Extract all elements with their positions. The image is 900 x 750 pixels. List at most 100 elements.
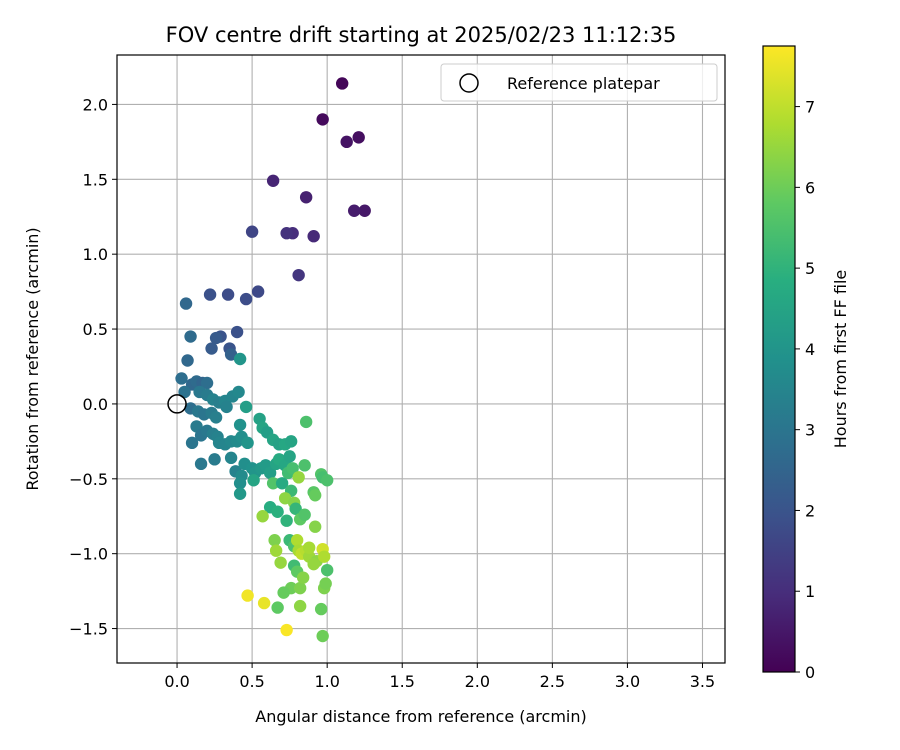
y-tick-label: 2.0 xyxy=(83,95,108,114)
data-point xyxy=(178,385,191,399)
chart-title: FOV centre drift starting at 2025/02/23 … xyxy=(166,23,677,47)
data-point xyxy=(283,450,296,463)
data-point xyxy=(298,508,311,521)
data-point xyxy=(290,534,304,547)
data-point xyxy=(266,477,280,490)
legend-label: Reference platepar xyxy=(507,74,660,93)
data-point xyxy=(256,510,269,523)
colorbar-tick-label: 4 xyxy=(805,340,815,359)
data-point xyxy=(275,477,289,490)
y-tick-label: 0.5 xyxy=(83,320,108,339)
data-point xyxy=(296,571,310,584)
data-point xyxy=(347,204,361,217)
x-tick-label: 1.5 xyxy=(390,672,415,691)
y-tick-label: −1.5 xyxy=(69,620,108,639)
data-point xyxy=(245,225,259,238)
plot-frame xyxy=(116,54,726,664)
x-tick-label: 0.5 xyxy=(239,672,264,691)
reference-point-marker xyxy=(167,394,187,414)
colorbar-tick-label: 6 xyxy=(805,178,815,197)
data-point xyxy=(185,436,199,450)
data-point xyxy=(277,586,290,599)
data-point xyxy=(292,268,305,282)
reference-marker xyxy=(167,394,187,414)
data-point xyxy=(239,400,253,414)
data-point xyxy=(268,534,281,547)
data-point xyxy=(335,77,349,90)
grid xyxy=(117,55,725,663)
legend-box xyxy=(440,63,718,102)
data-point xyxy=(358,204,371,217)
data-point xyxy=(241,436,254,450)
data-point xyxy=(280,514,293,527)
data-point xyxy=(200,376,214,390)
data-point xyxy=(280,227,293,240)
x-tick-label: 0.0 xyxy=(164,672,189,691)
data-point xyxy=(286,462,299,475)
data-point xyxy=(194,457,208,471)
data-point xyxy=(209,331,223,345)
data-point xyxy=(302,541,316,554)
data-point xyxy=(298,459,311,472)
data-point xyxy=(284,435,298,448)
y-tick-label: −0.5 xyxy=(69,470,108,489)
data-point xyxy=(352,131,365,144)
colorbar-tick-label: 7 xyxy=(805,98,815,117)
data-point xyxy=(233,477,247,490)
legend: Reference platepar xyxy=(440,63,718,102)
data-point xyxy=(251,285,265,298)
colorbar-tick-label: 5 xyxy=(805,259,815,278)
y-tick-label: 1.5 xyxy=(83,170,108,189)
data-point xyxy=(233,352,247,366)
data-point xyxy=(299,415,313,429)
x-axis-label: Angular distance from reference (arcmin) xyxy=(255,707,586,726)
colorbar-tick-label: 2 xyxy=(805,501,815,520)
x-tick-label: 3.5 xyxy=(690,672,715,691)
data-point xyxy=(181,354,194,367)
data-point xyxy=(269,544,283,557)
y-tick-label: −1.0 xyxy=(69,545,108,564)
colorbar-tick-label: 3 xyxy=(805,421,815,440)
data-point xyxy=(209,411,223,424)
data-point xyxy=(233,418,247,432)
data-point xyxy=(239,292,253,306)
data-point xyxy=(308,489,322,502)
data-point xyxy=(314,602,328,616)
y-tick-label: 0.0 xyxy=(83,395,108,414)
data-point xyxy=(299,191,313,204)
data-point xyxy=(317,550,331,563)
data-point xyxy=(307,230,320,243)
y-axis-ticks: −1.5 −1.0 −0.5 0.0 0.5 1.0 1.5 2.0 xyxy=(69,95,117,639)
data-point xyxy=(266,174,280,187)
data-point xyxy=(271,505,284,518)
x-tick-label: 2.0 xyxy=(465,672,490,691)
y-axis-label: Rotation from reference (arcmin) xyxy=(23,227,42,490)
data-point xyxy=(175,372,188,385)
data-point xyxy=(232,385,245,399)
colorbar-tick-label: 1 xyxy=(805,582,815,601)
y-tick-label: 1.0 xyxy=(83,245,108,264)
colorbar-tick-label: 0 xyxy=(805,663,815,682)
data-point xyxy=(179,297,193,310)
colorbar-gradient xyxy=(762,45,796,673)
data-point xyxy=(263,466,277,480)
data-point xyxy=(307,557,320,571)
data-point xyxy=(280,623,293,637)
data-point xyxy=(257,596,271,610)
data-point xyxy=(319,577,332,590)
data-point xyxy=(293,581,307,595)
data-point xyxy=(316,113,329,126)
data-point xyxy=(271,601,284,614)
data-point xyxy=(308,520,322,533)
data-point xyxy=(292,471,305,484)
data-point xyxy=(220,400,233,414)
x-tick-label: 3.0 xyxy=(615,672,640,691)
data-points xyxy=(175,77,371,643)
data-point xyxy=(221,288,235,301)
x-axis-ticks: 0.0 0.5 1.0 1.5 2.0 2.5 3.0 3.5 xyxy=(164,663,715,691)
data-point xyxy=(241,589,254,602)
data-point xyxy=(293,599,307,613)
data-point xyxy=(320,474,334,487)
colorbar: 0 1 2 3 4 5 6 7 Hours from first FF file xyxy=(762,45,850,682)
